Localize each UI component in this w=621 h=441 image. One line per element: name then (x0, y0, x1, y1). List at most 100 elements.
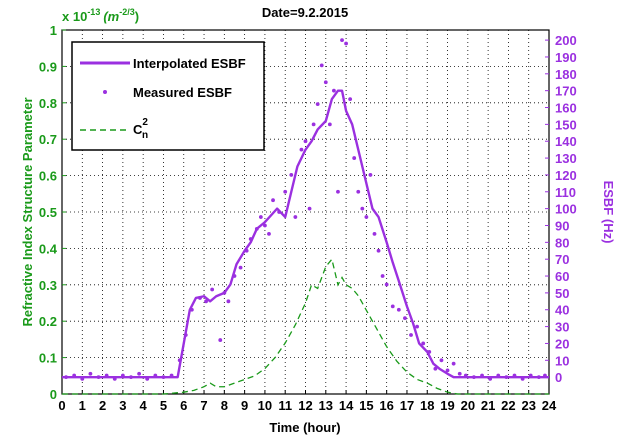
y-tick-label-left: 0.8 (39, 96, 57, 111)
legend-label-cn2: C2 n (133, 117, 148, 141)
x-tick-label: 2 (99, 398, 106, 413)
measured-esbf-point (348, 97, 353, 101)
measured-esbf-point (543, 373, 547, 378)
y-tick-label-right: 100 (555, 202, 577, 217)
measured-esbf-point (439, 358, 444, 363)
x-tick-label: 17 (400, 398, 414, 413)
legend-label-measured: Measured ESBF (133, 85, 232, 100)
measured-esbf-point (210, 287, 215, 292)
measured-esbf-point (356, 189, 361, 194)
y-tick-label-right: 0 (555, 370, 562, 385)
measured-esbf-point (271, 198, 275, 203)
scale-base: x 10 (62, 9, 87, 24)
x-tick-label: 5 (160, 398, 167, 413)
x-tick-label: 11 (278, 398, 292, 413)
left-scale-annotation: x 10-13 (m-2/3) (62, 7, 139, 24)
x-tick-label: 15 (359, 398, 373, 413)
x-tick-label: 3 (119, 398, 126, 413)
measured-esbf-point (376, 248, 381, 253)
y-tick-label-right: 40 (555, 303, 569, 318)
x-tick-label: 14 (339, 398, 354, 413)
measured-esbf-point (390, 304, 395, 309)
measured-esbf-point (112, 376, 117, 381)
y-tick-label-right: 60 (555, 269, 569, 284)
measured-esbf-point (198, 296, 202, 300)
measured-esbf-point (472, 375, 476, 380)
scale-units-exponent: -2/3 (119, 7, 135, 17)
measured-esbf-point (380, 274, 385, 278)
x-tick-label: 4 (140, 398, 148, 413)
y-tick-label-right: 200 (555, 33, 577, 48)
measured-esbf-point (72, 373, 77, 378)
y-axis-label-left: Refractive Index Structure Parameter (20, 97, 35, 326)
measured-esbf-point (120, 373, 125, 378)
measured-esbf-point (277, 210, 282, 214)
x-tick-label: 13 (319, 398, 333, 413)
measured-esbf-point (409, 333, 413, 337)
legend: Interpolated ESBF Measured ESBF C2 n (71, 41, 265, 151)
measured-esbf-point (189, 307, 194, 312)
y-tick-label-right: 130 (555, 151, 577, 166)
x-axis-label: Time (hour) (269, 420, 340, 435)
y-tick-label-right: 80 (555, 235, 569, 250)
measured-esbf-point (137, 371, 142, 376)
measured-esbf-point (368, 173, 373, 177)
y-tick-label-right: 120 (555, 168, 577, 183)
cn2-base: C (133, 122, 143, 137)
measured-esbf-point (226, 299, 231, 304)
measured-esbf-point (520, 376, 525, 381)
x-tick-label: 23 (521, 398, 535, 413)
x-tick-label: 16 (379, 398, 393, 413)
measured-esbf-point (88, 371, 93, 376)
series-interpolated-esbf-line (62, 89, 549, 379)
x-tick-label: 8 (221, 398, 228, 413)
measured-esbf-point (222, 290, 227, 295)
measured-esbf-point (96, 375, 101, 380)
measured-esbf-point (244, 248, 249, 253)
y-tick-label-left: 0.5 (39, 205, 57, 220)
y-tick-label-left: 0.1 (39, 351, 57, 366)
measured-esbf-point (161, 375, 166, 380)
measured-esbf-point (445, 368, 450, 373)
measured-esbf-point (480, 373, 484, 378)
measured-esbf-point (145, 376, 150, 381)
measured-esbf-point (372, 232, 377, 236)
cn2-sub: n (142, 130, 148, 141)
measured-esbf-point (232, 274, 237, 278)
measured-esbf-point (352, 156, 357, 160)
measured-esbf-point (177, 358, 182, 363)
measured-esbf-point (496, 373, 501, 378)
measured-esbf-point (457, 371, 462, 376)
measured-esbf-point (364, 215, 369, 219)
y-tick-label-right: 50 (555, 286, 569, 301)
measured-esbf-point (303, 139, 308, 144)
measured-esbf-point (289, 173, 294, 177)
y-axis-label-right: ESBF (Hz) (601, 181, 616, 244)
x-tick-label: 18 (420, 398, 434, 413)
y-tick-label-left: 0.3 (39, 278, 57, 293)
x-tick-label: 24 (542, 398, 557, 413)
measured-esbf-point (488, 376, 493, 381)
y-tick-label-right: 190 (555, 50, 577, 65)
x-tick-label: 20 (461, 398, 475, 413)
y-tick-label-right: 160 (555, 101, 577, 116)
y-tick-label-right: 170 (555, 84, 577, 99)
measured-esbf-point (323, 80, 328, 85)
measured-esbf-point (319, 63, 324, 68)
measured-esbf-point (528, 373, 533, 378)
y-tick-label-right: 30 (555, 320, 569, 335)
measured-esbf-point (238, 265, 243, 270)
y-tick-label-left: 0.6 (39, 169, 57, 184)
series (62, 38, 549, 395)
measured-esbf-point (218, 338, 223, 342)
measured-esbf-point (153, 373, 158, 378)
measured-esbf-point (80, 376, 85, 381)
measured-esbf-point (433, 366, 438, 371)
x-tick-label: 10 (258, 398, 272, 413)
measured-esbf-point (403, 316, 407, 321)
measured-esbf-point (512, 373, 517, 378)
measured-esbf-point (415, 324, 420, 329)
measured-esbf-point (299, 147, 304, 152)
cn2-sup: 2 (142, 117, 148, 128)
